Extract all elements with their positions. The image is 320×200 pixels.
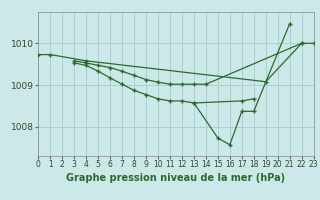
X-axis label: Graphe pression niveau de la mer (hPa): Graphe pression niveau de la mer (hPa) xyxy=(67,173,285,183)
